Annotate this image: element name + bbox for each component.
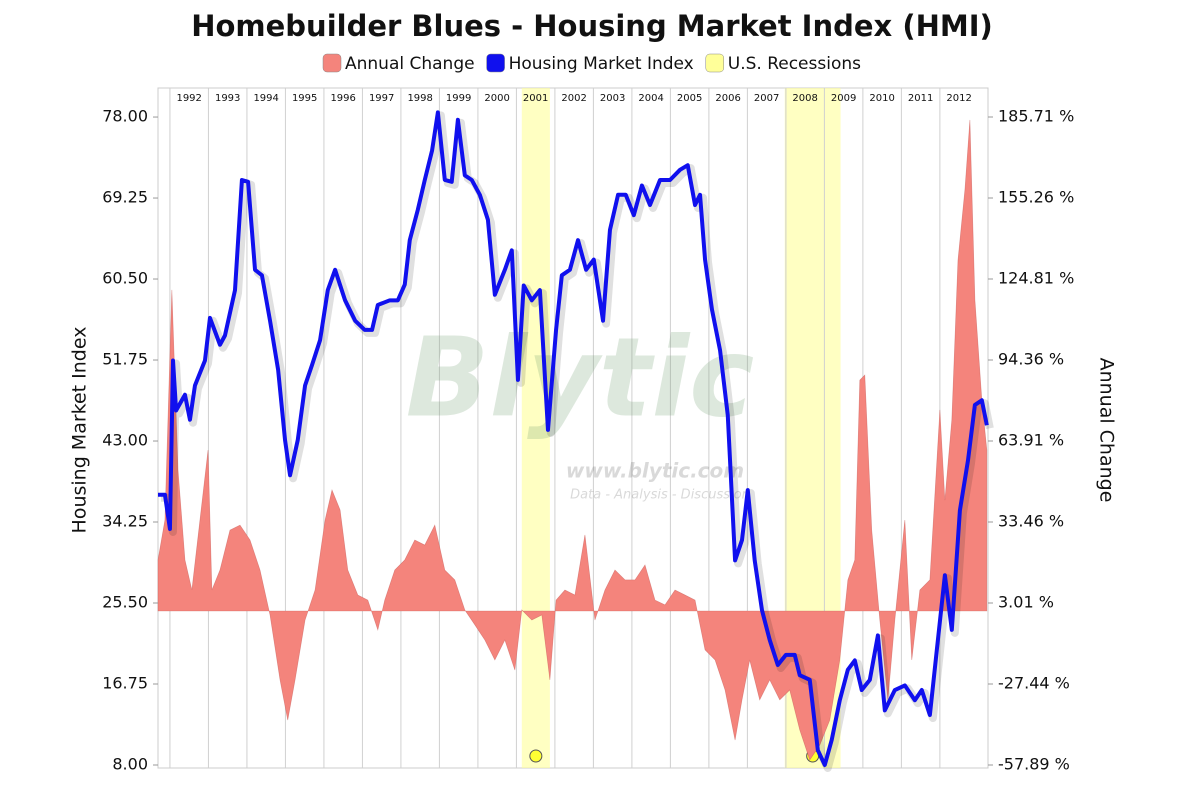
x-tick-label: 1998 (407, 93, 432, 104)
legend-label: Annual Change (345, 54, 475, 74)
y2-tick-label: -27.44 % (998, 673, 1070, 692)
x-tick-label: 1993 (215, 93, 240, 104)
x-tick-label: 2009 (831, 93, 856, 104)
y-tick-label: 60.50 (102, 269, 148, 288)
x-tick-label: 2007 (754, 93, 779, 104)
y-tick-label: 34.25 (102, 512, 148, 531)
x-tick-label: 2001 (523, 93, 548, 104)
x-tick-label: 2008 (792, 93, 817, 104)
data-marks (157, 110, 994, 772)
legend-label: U.S. Recessions (728, 54, 861, 74)
y2-tick-label: 155.26 % (998, 187, 1074, 206)
y2-tick-label: 185.71 % (998, 106, 1074, 125)
y-tick-label: 43.00 (102, 431, 148, 450)
axes: 1992 1993 1994 1995 1996 1997 1998 1999 2000 2001… (102, 93, 1074, 774)
x-tick-label: 1995 (292, 93, 317, 104)
area (157, 119, 988, 761)
x-tick-label: 2005 (677, 93, 702, 104)
x-tick-label: 2004 (638, 93, 663, 104)
y2-tick-label: 124.81 % (998, 268, 1074, 287)
legend-swatch (705, 53, 725, 73)
x-tick-label: 2000 (484, 93, 509, 104)
x-tick-label: 2012 (946, 93, 971, 104)
x-tick-label: 1994 (253, 93, 278, 104)
y2-tick-label: -57.89 % (998, 755, 1070, 774)
y-tick-label: 8.00 (112, 755, 148, 774)
y-tick-label: 51.75 (102, 350, 148, 369)
y2-tick-label: 33.46 % (998, 511, 1064, 530)
legend-swatch (322, 53, 342, 73)
line-shadow (161, 111, 994, 772)
legend-swatch (486, 53, 505, 73)
y-tick-label: 69.25 (102, 188, 148, 207)
x-tick-label: 2002 (561, 93, 586, 104)
legend: Annual Change Housing Market Index U.S. Re… (322, 53, 861, 74)
y-tick-label: 25.50 (102, 593, 148, 612)
x-tick-label: 2003 (600, 93, 625, 104)
x-tick-label: 2006 (715, 93, 740, 104)
watermark-logo: Blytic (406, 313, 755, 441)
y2-axis-title: Annual Change (1096, 358, 1118, 503)
x-tick-label: 1999 (446, 93, 471, 104)
x-tick-label: 2011 (908, 93, 933, 104)
chart-title: Homebuilder Blues - Housing Market Index… (191, 9, 993, 43)
recession-icon (529, 749, 543, 763)
line (158, 110, 989, 767)
x-tick-label: 1996 (330, 93, 355, 104)
y-tick-label: 16.75 (102, 674, 148, 693)
y-axis-title: Housing Market Index (69, 327, 91, 534)
y2-tick-label: 3.01 % (998, 592, 1054, 611)
watermark-url: www.blytic.com (566, 459, 744, 483)
y2-tick-label: 94.36 % (998, 349, 1064, 368)
y2-tick-label: 63.91 % (998, 430, 1064, 449)
watermark: Blytic www.blytic.com Data - Analysis - … (406, 313, 755, 502)
watermark-tagline: Data - Analysis - Discussion (570, 488, 750, 503)
x-tick-label: 2010 (869, 93, 894, 104)
x-tick-label: 1997 (369, 93, 394, 104)
x-tick-label: 1992 (176, 93, 201, 104)
recession-band (521, 88, 550, 768)
y-tick-label: 78.00 (102, 107, 148, 126)
legend-label: Housing Market Index (509, 54, 694, 74)
